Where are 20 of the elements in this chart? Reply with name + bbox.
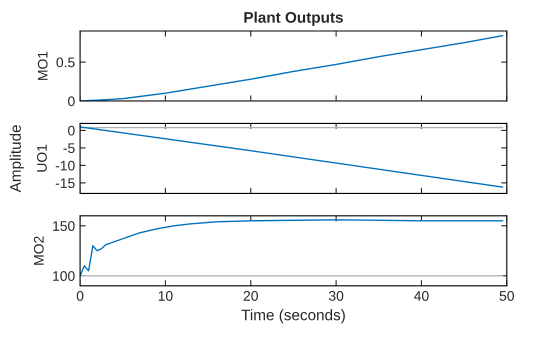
x-tick-label: 10 bbox=[158, 291, 173, 301]
y-tick-label: -5 bbox=[63, 143, 75, 154]
y-tick-label: 150 bbox=[53, 221, 75, 231]
y-axis-title: UO1 bbox=[37, 144, 47, 172]
text: Amplitude bbox=[10, 125, 24, 192]
y-tick-label: 0.5 bbox=[56, 57, 75, 68]
y-tick-label: 0 bbox=[68, 126, 75, 136]
x-tick-label: 30 bbox=[328, 291, 344, 301]
y-tick-label: 100 bbox=[53, 271, 75, 281]
x-tick-label: 0 bbox=[76, 291, 84, 301]
x-tick-label: 20 bbox=[244, 291, 258, 301]
x-axis-title: Time (seconds) bbox=[241, 309, 345, 324]
y-tick-label: -10 bbox=[56, 160, 75, 171]
y-axis-title: MO2 bbox=[34, 236, 44, 265]
x-tick-label: 50 bbox=[500, 291, 514, 301]
chart-title: Plant Outputs bbox=[244, 12, 343, 26]
y-tick-label: -15 bbox=[56, 178, 75, 188]
y-tick-label: 0 bbox=[68, 96, 75, 106]
x-tick-label: 40 bbox=[414, 291, 429, 301]
y-axis-title: MO1 bbox=[38, 52, 48, 80]
